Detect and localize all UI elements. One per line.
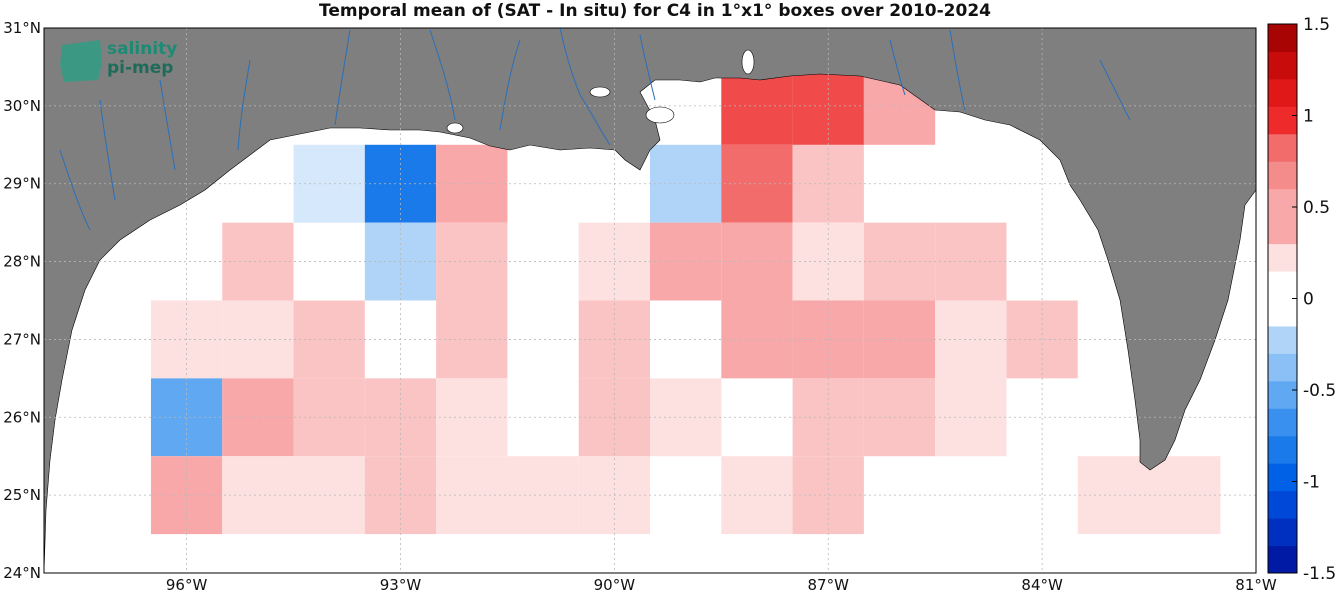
heatmap-cell [436,378,508,457]
colorbar-bin [1268,243,1297,272]
heatmap-cell [721,456,793,535]
lon-tick-label: 96°W [166,576,208,594]
heatmap-cell [721,300,793,379]
colorbar-tick-label: 1.5 [1303,15,1330,35]
heatmap-cell [222,456,294,535]
land-mass [44,28,1256,573]
colorbar-bin [1268,490,1297,519]
heatmap-cell [792,456,864,535]
colorbar-bin [1268,133,1297,162]
lon-tick-label: 90°W [594,576,636,594]
chart-title: Temporal mean of (SAT - In situ) for C4 … [319,1,991,21]
colorbar-bin [1268,24,1297,52]
lakes [446,49,755,134]
colorbar-bin [1268,435,1297,464]
colorbar-bin [1268,51,1297,80]
lat-tick-label: 25°N [3,486,41,504]
colorbar-bin [1268,408,1297,437]
lat-tick-label: 26°N [3,408,41,426]
heatmap-cell [436,222,508,301]
land-north-coast [44,28,1256,573]
plot-frame [43,27,1257,574]
lat-tick-label: 28°N [3,253,41,271]
lon-tick-label: 84°W [1021,576,1063,594]
colorbar-bin [1268,380,1297,409]
colorbar-tick-label: -0.5 [1303,381,1336,401]
colorbar-bin [1268,271,1297,299]
lat-tick-label: 27°N [3,330,41,348]
lat-tick-label: 31°N [3,19,41,37]
colorbar-tick-label: -1.5 [1303,564,1336,584]
heatmap-cell [222,378,294,457]
heatmap-cell [721,222,793,301]
colorbar-bin [1268,298,1297,327]
colorbar-bin [1268,545,1297,574]
colorbar-bin [1268,518,1297,547]
rivers [59,28,1131,231]
heatmap-cell [150,456,223,535]
colorbar-bin [1268,161,1297,190]
colorbar-tick-labels: 1.5 1 0.5 0 -0.5 -1 -1.5 [1292,15,1336,584]
heatmap-cell [436,300,508,379]
lon-tick-label: 87°W [808,576,850,594]
heatmap-cell [507,456,579,535]
lat-tick-label: 30°N [3,97,41,115]
colorbar-bin [1268,216,1297,245]
lon-tick-labels: 96°W 93°W 90°W 87°W 84°W 81°W [166,576,1277,594]
salinity-pimep-logo: salinity pi-mep [60,39,177,82]
colorbar-bin [1268,106,1297,135]
colorbar-bin [1268,78,1297,107]
heatmap-cell [721,144,793,223]
colorbar-bin [1268,353,1297,382]
logo-line1: salinity [107,39,177,59]
logo-icon [60,40,102,82]
heatmap-cell [436,144,508,223]
colorbar-tick-label: 1 [1303,107,1314,127]
colorbar [1267,23,1298,574]
colorbar-bin [1268,463,1297,492]
colorbar-tick-label: -1 [1303,473,1320,493]
heatmap-cell [1077,456,1150,535]
colorbar-bin [1268,188,1297,217]
lat-tick-label: 24°N [3,564,41,582]
lon-tick-label: 81°W [1235,576,1277,594]
colorbar-tick-label: 0 [1303,290,1314,310]
heatmap-cell [436,456,508,535]
logo-line2: pi-mep [107,58,173,78]
lat-tick-label: 29°N [3,175,41,193]
lat-tick-labels: 24°N 25°N 26°N 27°N 28°N 29°N 30°N 31°N [3,19,41,582]
heatmap-cell [222,300,294,379]
colorbar-bin [1268,325,1297,354]
lon-tick-label: 93°W [380,576,422,594]
colorbar-tick-label: 0.5 [1303,198,1330,218]
heatmap-cell [222,222,294,301]
grid-lines [44,28,1257,573]
